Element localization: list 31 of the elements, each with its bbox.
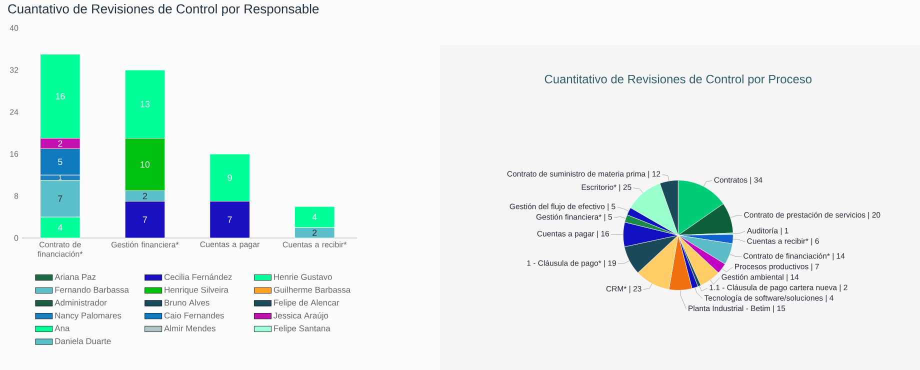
legend-label: Henrique Silveira (164, 286, 228, 294)
data-label: 5 (58, 158, 62, 166)
legend-label: Daniela Duarte (55, 338, 111, 344)
legend-label: Jessica Araújo (274, 312, 328, 320)
legend-label: Guilherme Barbassa (274, 286, 351, 293)
legend-label: Cecilia Fernández (164, 274, 232, 280)
data-label: 7 (142, 216, 148, 223)
legend-label: Almir Mendes (164, 325, 216, 332)
chart-title: Cuantitativo de Revisiones de Control por Proceso (544, 74, 812, 86)
legend-label: Administrador (54, 299, 107, 306)
data-label: 2 (142, 192, 148, 200)
legend-label: Caio Fernandes (164, 312, 224, 318)
legend-label: Nancy Palomares (55, 312, 122, 320)
data-label: 4 (58, 224, 62, 231)
legend-label: Bruno Alves (164, 299, 210, 306)
legend-label: Ana (54, 325, 70, 332)
data-label: 2 (58, 140, 62, 147)
data-label: 13 (140, 100, 150, 108)
data-label: 4 (312, 214, 317, 220)
data-label: 2 (312, 230, 317, 236)
data-label: 7 (228, 216, 232, 223)
legend-label: Felipe de Alencar (274, 299, 340, 308)
data-label: 9 (228, 174, 232, 181)
data-label: 16 (56, 93, 65, 100)
data-label: 7 (58, 196, 62, 202)
data-label: 10 (140, 161, 150, 168)
legend-label: Ariana Paz (54, 274, 96, 280)
legend-label: Henrie Gustavo (274, 274, 332, 280)
chart-title: Cuantativo de Revisiones de Control por Responsable (8, 4, 319, 16)
legend-label: Felipe Santana (274, 325, 330, 334)
legend-label: Fernando Barbassa (55, 286, 129, 293)
